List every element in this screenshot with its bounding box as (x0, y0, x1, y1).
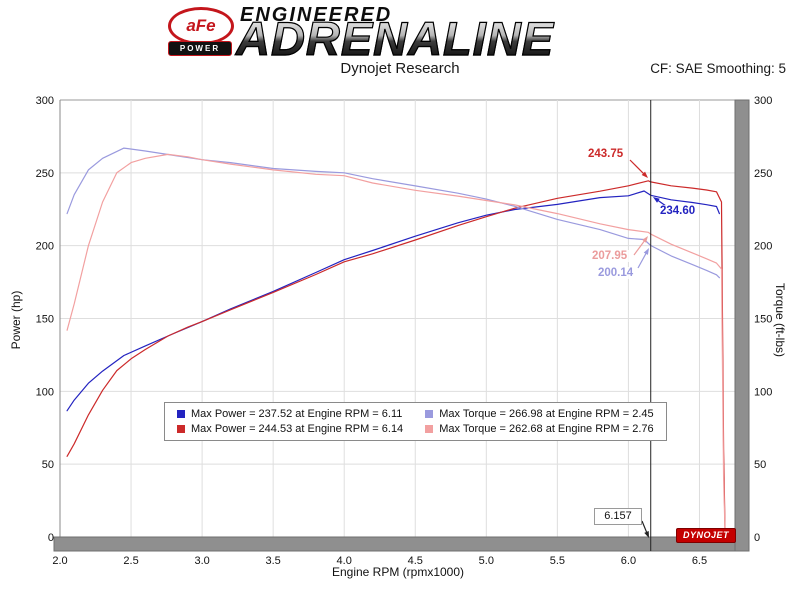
legend-item: Max Torque = 262.68 at Engine RPM = 2.76 (425, 423, 654, 435)
legend-item: Max Power = 244.53 at Engine RPM = 6.14 (177, 423, 403, 435)
annotation-arrow-3-line (637, 251, 648, 269)
x-axis-title: Engine RPM (rpmx1000) (331, 565, 465, 579)
adrenaline-logo-text: ADRENALINE (235, 12, 555, 65)
y-tick-label-left: 0 (48, 532, 54, 544)
y-tick-label-right: 300 (754, 95, 772, 107)
annotation-power-afe: 243.75 (586, 148, 626, 160)
y-tick-label-right: 250 (754, 168, 772, 180)
x-tick-label: 6.0 (621, 555, 636, 567)
legend-swatch (425, 425, 434, 433)
annotation-power-baseline: 234.60 (658, 205, 698, 217)
legend-item: Max Power = 237.52 at Engine RPM = 6.11 (177, 408, 403, 420)
right-axis-title: Torque (ft-lbs) (773, 282, 787, 358)
x-tick-label: 2.0 (52, 555, 67, 567)
annotation-arrow-0-line (629, 159, 646, 176)
series-line-torque-afe (66, 153, 726, 535)
annotation-arrow-1-head (653, 197, 660, 203)
x-tick-label: 3.0 (194, 555, 209, 567)
x-tick-label: 5.5 (550, 555, 565, 567)
afe-logo-oval: aFe (168, 7, 234, 45)
y-tick-label-left: 200 (36, 241, 54, 253)
y-tick-label-right: 0 (754, 532, 760, 544)
x-tick-label: 3.5 (266, 555, 281, 567)
cursor-leader-arrow-head (644, 531, 649, 538)
left-axis-title: Power (hp) (9, 290, 23, 350)
x-tick-label: 4.5 (408, 555, 423, 567)
cursor-rpm-label: 6.157 (594, 508, 642, 525)
annotation-torque-baseline: 200.14 (596, 267, 636, 279)
y-tick-label-right: 150 (754, 314, 772, 326)
legend-label: Max Power = 244.53 at Engine RPM = 6.14 (191, 423, 404, 435)
y-tick-label-left: 150 (36, 314, 54, 326)
right-axis-band (734, 99, 750, 552)
series-line-power-afe (66, 180, 726, 535)
y-tick-label-right: 50 (754, 459, 766, 471)
annotation-arrow-3-head (643, 248, 649, 255)
power-banner-text: POWER (179, 44, 221, 53)
series-line-torque-baseline (66, 147, 720, 279)
legend-swatch (425, 410, 434, 418)
y-tick-label-left: 300 (36, 95, 54, 107)
x-tick-label: 4.0 (337, 555, 352, 567)
bottom-axis-band (53, 536, 750, 552)
legend-box: Max Power = 237.52 at Engine RPM = 6.11 M… (164, 402, 667, 441)
x-tick-label: 6.5 (692, 555, 707, 567)
engineered-logo-text: ENGINEERED (240, 4, 393, 26)
afe-power-logo: aFe POWER (168, 7, 234, 56)
y-tick-label-left: 50 (42, 459, 54, 471)
y-tick-label-left: 250 (36, 168, 54, 180)
dynojet-research-title: Dynojet Research (340, 60, 460, 77)
annotation-arrow-2-line (633, 238, 647, 256)
y-tick-label-right: 100 (754, 386, 772, 398)
y-tick-label-right: 200 (754, 241, 772, 253)
afe-logo-text: aFe (186, 16, 216, 35)
annotation-arrow-2-head (642, 236, 648, 243)
annotation-torque-afe: 207.95 (590, 250, 630, 262)
legend-swatch (177, 425, 185, 433)
legend-label: Max Torque = 262.68 at Engine RPM = 2.76 (439, 423, 654, 435)
x-tick-label: 5.0 (479, 555, 494, 567)
smoothing-label: CF: SAE Smoothing: 5 (650, 61, 786, 76)
x-tick-label: 2.5 (123, 555, 138, 567)
power-banner: POWER (168, 41, 232, 56)
legend-item: Max Torque = 266.98 at Engine RPM = 2.45 (425, 408, 654, 420)
legend-swatch (177, 410, 185, 418)
legend-label: Max Torque = 266.98 at Engine RPM = 2.45 (439, 408, 654, 420)
series-line-power-baseline (66, 190, 720, 412)
dynojet-watermark: DYNOJET (676, 528, 736, 543)
annotation-arrow-0-head (641, 171, 648, 178)
y-tick-label-left: 100 (36, 386, 54, 398)
legend-label: Max Power = 237.52 at Engine RPM = 6.11 (191, 408, 403, 420)
